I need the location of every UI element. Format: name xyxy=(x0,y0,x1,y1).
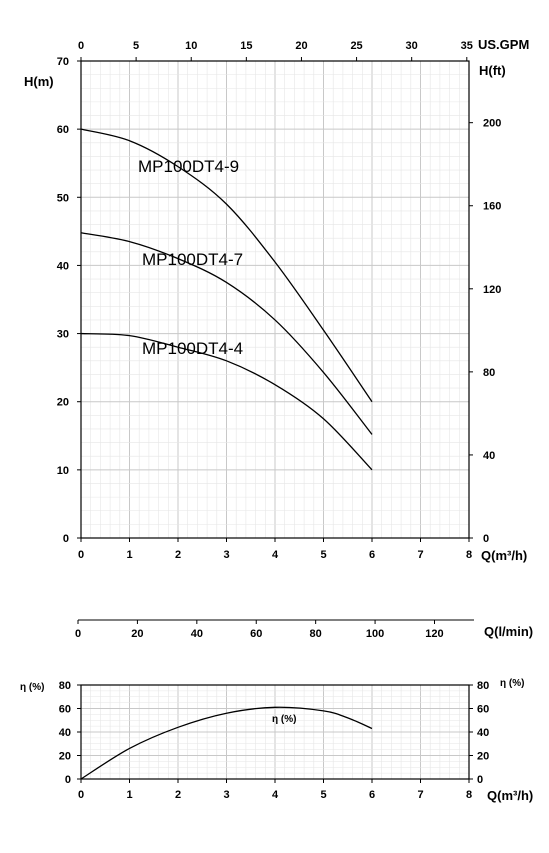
y-tick-label: 10 xyxy=(57,465,69,477)
top-tick-label: 10 xyxy=(185,40,197,52)
x-tick-label: 6 xyxy=(369,549,375,561)
eff-x-tick-label: 2 xyxy=(175,789,181,801)
y-tick-label: 0 xyxy=(63,533,69,545)
curve-label: MP100DT4-4 xyxy=(142,339,243,358)
y-tick-label: 70 xyxy=(57,56,69,68)
eff-right-tick-label: 80 xyxy=(477,680,489,692)
top-tick-label: 15 xyxy=(240,40,252,52)
x-tick-label: 4 xyxy=(272,549,279,561)
x-tick-label: 3 xyxy=(223,549,229,561)
right-tick-label: 40 xyxy=(483,450,495,462)
eff-x-tick-label: 4 xyxy=(272,789,279,801)
eff-y-tick-label: 40 xyxy=(59,727,71,739)
efficiency-curve-label: η (%) xyxy=(272,714,296,725)
x-tick-label: 2 xyxy=(175,549,181,561)
efficiency-grid xyxy=(80,684,470,780)
lpm-axis-title: Q(l/min) xyxy=(484,624,533,639)
x-tick-label: 1 xyxy=(126,549,132,561)
x-tick-label: 8 xyxy=(466,549,472,561)
eff-y-axis-title: η (%) xyxy=(20,682,44,693)
x-tick-label: 5 xyxy=(320,549,326,561)
lpm-tick-label: 80 xyxy=(310,628,322,640)
lpm-tick-label: 0 xyxy=(75,628,81,640)
y-tick-label: 50 xyxy=(57,192,69,204)
right-tick-label: 200 xyxy=(483,118,501,130)
y-tick-label: 20 xyxy=(57,397,69,409)
eff-right-axis-title: η (%) xyxy=(500,678,524,689)
right-axis-title: H(ft) xyxy=(479,63,506,78)
eff-x-tick-label: 3 xyxy=(223,789,229,801)
eff-x-tick-label: 5 xyxy=(320,789,326,801)
eff-x-tick-label: 6 xyxy=(369,789,375,801)
top-tick-label: 5 xyxy=(133,40,139,52)
right-tick-label: 160 xyxy=(483,201,501,213)
eff-x-tick-label: 0 xyxy=(78,789,84,801)
lpm-tick-label: 60 xyxy=(250,628,262,640)
eff-x-tick-label: 8 xyxy=(466,789,472,801)
eff-x-tick-label: 1 xyxy=(126,789,132,801)
y-axis-title: H(m) xyxy=(24,74,54,89)
y-tick-label: 30 xyxy=(57,329,69,341)
lpm-tick-label: 40 xyxy=(191,628,203,640)
top-tick-label: 25 xyxy=(350,40,362,52)
right-tick-label: 80 xyxy=(483,367,495,379)
y-tick-label: 60 xyxy=(57,124,69,136)
efficiency-curve xyxy=(80,706,373,780)
x-tick-label: 0 xyxy=(78,549,84,561)
eff-right-tick-label: 0 xyxy=(477,774,483,786)
x-axis-title: Q(m³/h) xyxy=(481,548,527,563)
curve-label: MP100DT4-9 xyxy=(138,157,239,176)
eff-right-tick-label: 40 xyxy=(477,727,489,739)
head-grid xyxy=(80,60,470,539)
eff-x-tick-label: 7 xyxy=(417,789,423,801)
top-axis-title: US.GPM xyxy=(478,37,529,52)
eff-y-tick-label: 80 xyxy=(59,680,71,692)
eff-y-tick-label: 60 xyxy=(59,704,71,716)
right-tick-label: 120 xyxy=(483,284,501,296)
head-curve-MP100DT4-4 xyxy=(80,332,373,471)
top-tick-label: 0 xyxy=(78,40,84,52)
lpm-tick-label: 20 xyxy=(131,628,143,640)
y-tick-label: 40 xyxy=(57,260,69,272)
lpm-tick-label: 100 xyxy=(366,628,384,640)
eff-right-tick-label: 20 xyxy=(477,751,489,763)
curve-label: MP100DT4-7 xyxy=(142,250,243,269)
eff-y-tick-label: 0 xyxy=(65,774,71,786)
top-tick-label: 35 xyxy=(461,40,473,52)
right-tick-label: 0 xyxy=(483,533,489,545)
head-curve-MP100DT4-7 xyxy=(80,232,373,435)
top-tick-label: 30 xyxy=(406,40,418,52)
head-curve-MP100DT4-9 xyxy=(80,128,373,403)
eff-x-axis-title: Q(m³/h) xyxy=(487,788,533,803)
top-tick-label: 20 xyxy=(295,40,307,52)
eff-right-tick-label: 60 xyxy=(477,704,489,716)
x-tick-label: 7 xyxy=(417,549,423,561)
eff-y-tick-label: 20 xyxy=(59,751,71,763)
lpm-tick-label: 120 xyxy=(425,628,443,640)
